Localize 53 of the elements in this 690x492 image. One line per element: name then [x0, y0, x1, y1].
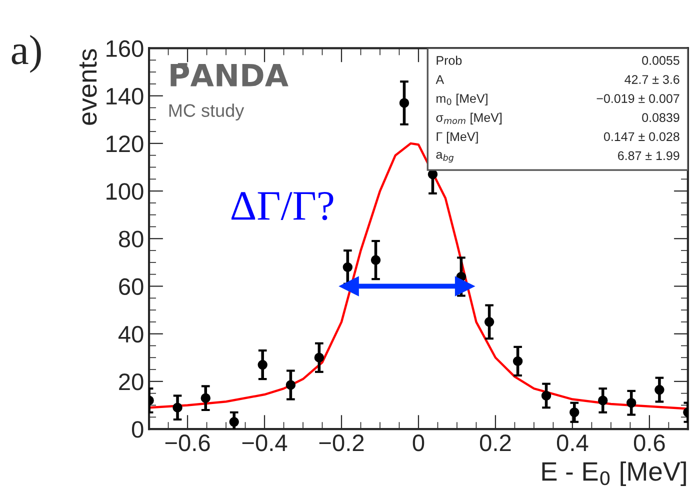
point: [342, 262, 353, 272]
point: [541, 390, 552, 401]
point: [229, 417, 239, 427]
annotation: 0.147 ± 0.028: [604, 132, 680, 142]
y-tick-label: 40: [118, 326, 144, 343]
x-tick-label: 0.2: [480, 434, 511, 452]
x-tick-label: −0.6: [165, 434, 210, 452]
point: [172, 402, 182, 412]
y-tick-label: 160: [106, 40, 144, 58]
annotation: P̄ANDA: [170, 63, 288, 86]
annotation: MC study: [169, 104, 244, 121]
x-tick-label: −0.4: [242, 434, 288, 452]
y-tick-label: 0: [132, 421, 144, 438]
annotation: −0.019 ± 0.007: [596, 94, 680, 103]
annotation: 0.0839: [642, 113, 680, 122]
annotation: m$_{0}$ [MeV]: [436, 94, 488, 106]
point: [428, 169, 438, 180]
point: [200, 393, 210, 403]
annotation: A: [436, 75, 444, 84]
point: [626, 398, 636, 408]
point: [570, 408, 580, 418]
y-tick-label: 60: [119, 278, 144, 296]
annotation: ΔΓ/Γ?: [231, 192, 334, 220]
point: [258, 360, 268, 370]
y-tick-label: 120: [106, 135, 144, 152]
y-tick-label: 20: [119, 373, 144, 390]
annotation: Prob: [436, 56, 462, 65]
annotation: a$_{bg}$: [436, 152, 454, 163]
point: [654, 384, 664, 395]
point: [484, 317, 494, 327]
x-tick-label: 0.4: [556, 434, 588, 452]
annotation: 42.7 ± 3.6: [624, 75, 680, 84]
text: a): [12, 35, 41, 73]
annotation: σ$_{mom}$ [MeV]: [436, 112, 502, 124]
annotation: 6.87 ± 1.99: [618, 151, 680, 160]
point: [399, 98, 410, 108]
annotation: 0.0055: [642, 56, 680, 65]
y-axis-title: events: [79, 49, 97, 125]
annotation: Γ [MeV]: [436, 132, 478, 144]
y-tick-label: 80: [118, 230, 144, 248]
point: [314, 352, 324, 362]
x-tick-label: −0.2: [319, 434, 364, 452]
point: [286, 380, 296, 390]
point: [512, 356, 523, 366]
x-axis-title: E - E$_{0}$ [MeV]: [542, 461, 686, 486]
point: [454, 276, 474, 296]
x-tick-label: 0: [412, 434, 424, 452]
point: [370, 255, 381, 265]
y-tick-label: 140: [106, 88, 144, 105]
x-tick-label: 0.6: [634, 434, 665, 452]
y-tick-label: 100: [106, 183, 144, 200]
point: [339, 276, 359, 296]
point: [598, 396, 608, 406]
